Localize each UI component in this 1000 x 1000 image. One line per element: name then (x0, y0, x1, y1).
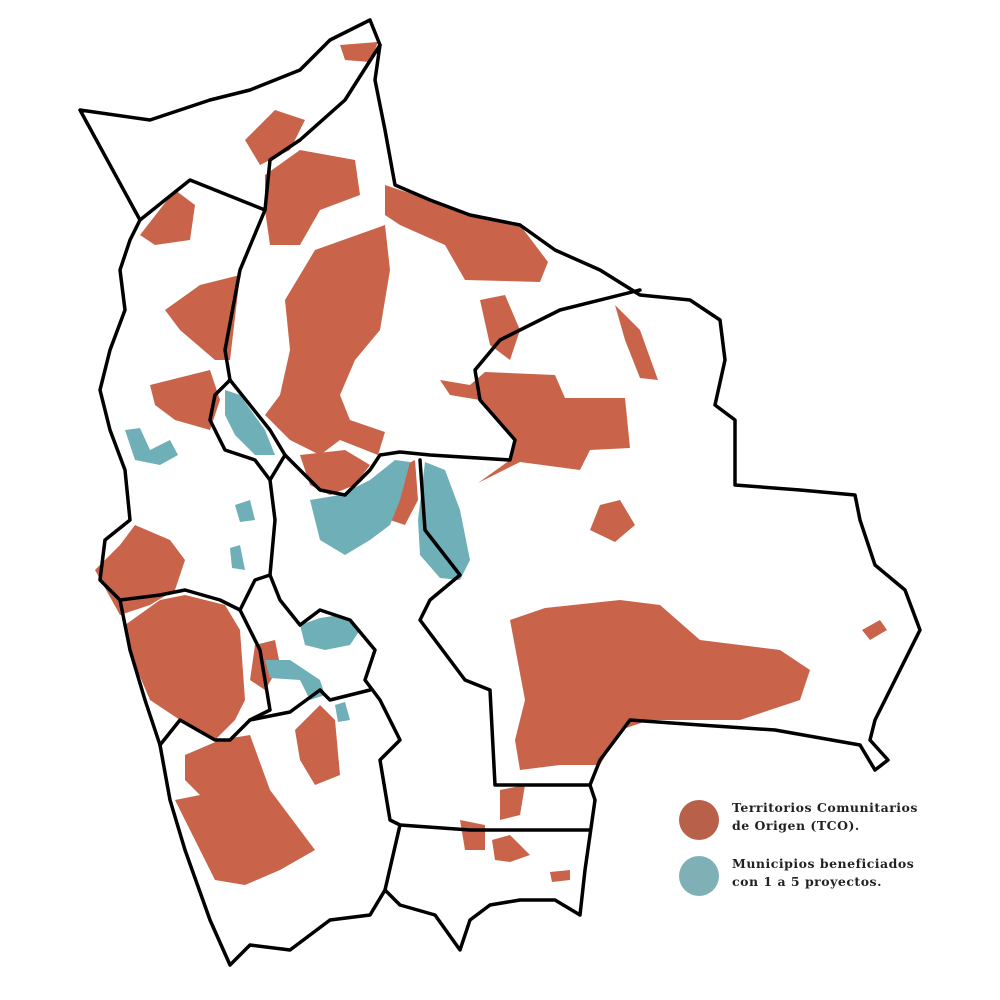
municipality-area (335, 702, 350, 722)
tco-area (862, 620, 887, 640)
tco-area (150, 370, 220, 430)
municipality-area (418, 462, 470, 580)
tco-area (245, 110, 305, 165)
municipality-area (225, 390, 275, 455)
municipality-area (235, 500, 255, 522)
department-borders (118, 43, 642, 892)
legend-swatch (679, 800, 719, 840)
department-border (208, 378, 272, 482)
department-border (223, 43, 642, 497)
tco-area (550, 870, 570, 882)
legend-label: de Origen (TCO). (732, 818, 860, 833)
department-border (418, 458, 592, 787)
tco-area (492, 835, 530, 862)
tco-area (440, 372, 630, 483)
tco-area (510, 600, 810, 770)
tco-area (500, 785, 525, 820)
municipality-areas (125, 390, 470, 722)
municipality-area (265, 660, 325, 700)
tco-area (340, 42, 378, 62)
country-fill (80, 20, 920, 965)
tco-area (300, 450, 370, 495)
municipality-area (125, 428, 178, 465)
municipality-area (230, 545, 245, 570)
tco-area (460, 820, 485, 850)
tco-area (140, 190, 195, 245)
department-border (118, 588, 272, 747)
legend-swatch (679, 856, 719, 896)
tco-area (265, 150, 360, 245)
department-border (268, 453, 592, 832)
tco-area (125, 595, 245, 740)
department-border (248, 688, 372, 722)
tco-area (265, 225, 390, 455)
municipality-area (300, 615, 360, 650)
municipality-area (310, 460, 410, 555)
legend: Territorios Comunitarios de Origen (TCO)… (679, 800, 918, 896)
tco-area (590, 500, 635, 542)
tco-area (175, 735, 315, 885)
department-border (238, 573, 272, 612)
legend-label: Municipios beneficiados (732, 856, 914, 871)
department-border (138, 178, 267, 222)
country-border (78, 18, 922, 967)
tco-areas (95, 42, 887, 885)
tco-area (480, 295, 520, 360)
tco-area (615, 305, 658, 380)
tco-area (385, 185, 548, 282)
department-border (383, 823, 402, 892)
legend-label: Territorios Comunitarios (732, 800, 918, 815)
tco-area (295, 705, 340, 785)
tco-area (165, 275, 240, 360)
tco-area (95, 525, 185, 615)
legend-label: con 1 a 5 proyectos. (732, 874, 882, 889)
